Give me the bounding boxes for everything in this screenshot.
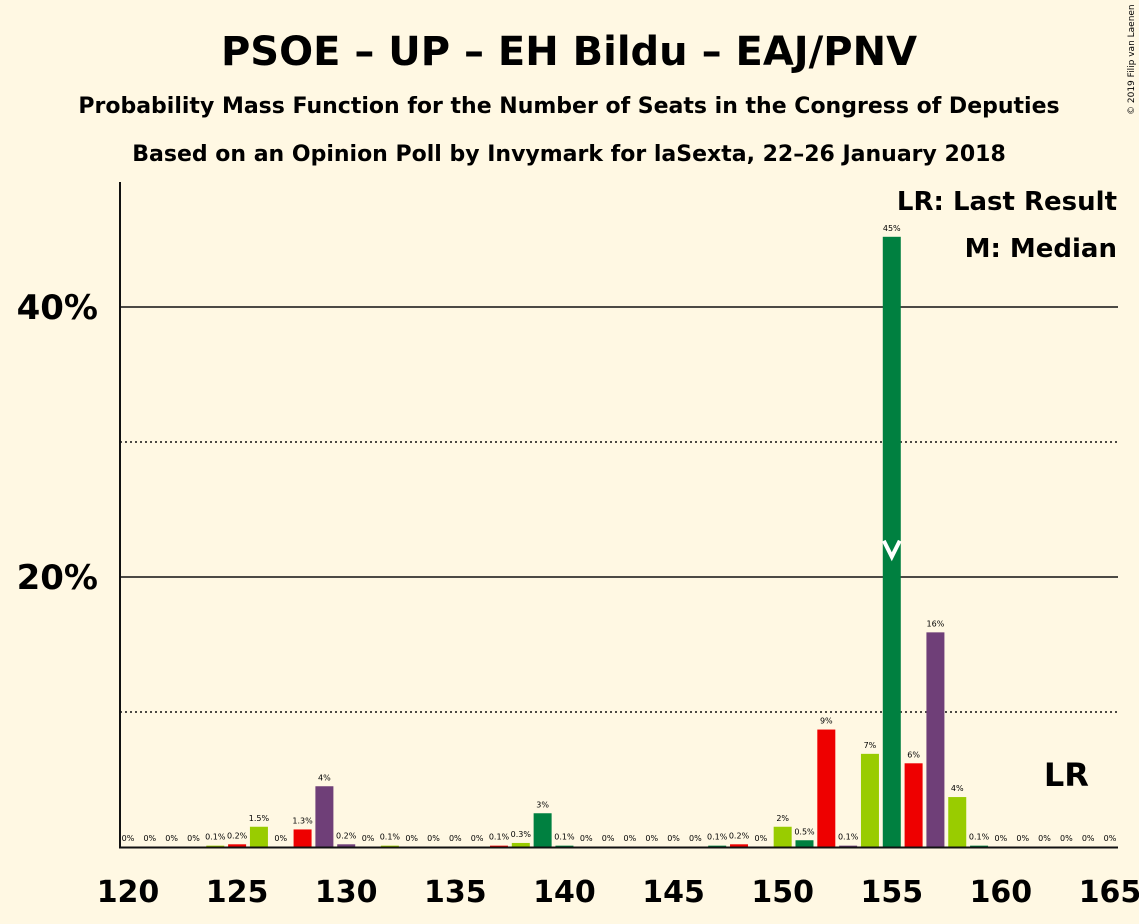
data-label-seat-161: 0% [1016,834,1029,843]
data-label-seat-136: 0% [471,834,484,843]
data-label-seat-145: 0% [667,834,680,843]
bar-seat-138 [511,842,530,847]
bar-seat-151 [795,840,814,847]
bar-seat-152 [817,729,836,847]
data-label-seat-133: 0% [405,834,418,843]
legend-median: M: Median [965,234,1117,264]
x-tick-label-130: 130 [315,875,378,910]
data-label-seat-121: 0% [143,834,156,843]
data-label-seat-155: 45% [883,224,901,233]
data-label-seat-124: 0.1% [205,833,226,842]
data-label-seat-139: 3% [536,800,549,809]
data-label-seat-122: 0% [165,834,178,843]
bar-seat-125 [228,844,247,847]
x-tick-label-155: 155 [860,875,923,910]
x-tick-label-140: 140 [533,875,596,910]
x-tick-label-165: 165 [1079,875,1139,910]
data-label-seat-140: 0.1% [554,833,575,842]
last-result-marker: LR [1044,756,1089,794]
x-tick-label-120: 120 [97,875,160,910]
data-label-seat-165: 0% [1104,834,1117,843]
copyright-note: © 2019 Filip van Laenen [1127,4,1137,115]
data-label-seat-130: 0.2% [336,831,357,840]
data-label-seat-144: 0% [645,834,658,843]
markers-group: LR [881,539,1089,794]
data-label-seat-151: 0.5% [794,827,815,836]
chart-subtitle-poll-source: Based on an Opinion Poll by Invymark for… [132,142,1006,167]
data-labels-group: 0% 0% 0% 0% 0.1% 0.2%1.5%0%1.3%4%0.2% 0% 0.1% 0%… [122,224,1117,843]
x-tick-label-125: 125 [206,875,269,910]
data-label-seat-148: 0.2% [729,831,750,840]
bar-seat-157 [926,632,945,847]
bar-seat-150 [773,826,792,847]
data-label-seat-134: 0% [427,834,440,843]
data-label-seat-127: 0% [274,834,287,843]
y-tick-label-20: 20% [17,558,98,598]
bar-seat-124 [206,845,225,847]
data-label-seat-138: 0.3% [511,830,532,839]
bars-group [206,236,989,848]
bar-seat-130 [337,844,356,847]
chart-title: PSOE – UP – EH Bildu – EAJ/PNV [221,29,917,75]
data-label-seat-157: 16% [927,619,945,628]
data-label-seat-149: 0% [754,834,767,843]
chart-subtitle: Probability Mass Function for the Number… [78,94,1059,119]
bar-seat-126 [249,826,268,847]
data-label-seat-147: 0.1% [707,833,728,842]
x-tick-label-145: 145 [642,875,705,910]
bar-seat-148 [730,844,749,847]
data-label-seat-152: 9% [820,717,833,726]
bar-seat-154 [860,753,879,847]
data-label-seat-137: 0.1% [489,833,510,842]
data-label-seat-123: 0% [187,834,200,843]
data-label-seat-120: 0% [122,834,135,843]
bar-seat-128 [293,829,312,847]
data-label-seat-154: 7% [864,741,877,750]
data-label-seat-158: 4% [951,784,964,793]
x-tick-label-160: 160 [970,875,1033,910]
data-label-seat-135: 0% [449,834,462,843]
bar-seat-139 [533,813,552,847]
x-tick-label-150: 150 [751,875,814,910]
bar-seat-159 [970,845,989,847]
data-label-seat-160: 0% [995,834,1008,843]
data-label-seat-126: 1.5% [249,814,270,823]
bar-seat-153 [839,845,858,847]
bar-seat-140 [555,845,574,847]
data-label-seat-153: 0.1% [838,833,859,842]
data-label-seat-128: 1.3% [292,816,313,825]
data-label-seat-163: 0% [1060,834,1073,843]
data-label-seat-156: 6% [907,750,920,759]
data-label-seat-129: 4% [318,773,331,782]
data-label-seat-132: 0.1% [380,833,401,842]
median-marker [881,539,902,562]
data-label-seat-125: 0.2% [227,831,248,840]
data-label-seat-131: 0% [362,834,375,843]
data-label-seat-162: 0% [1038,834,1051,843]
data-label-seat-141: 0% [580,834,593,843]
bar-seat-137 [489,845,508,847]
bar-seat-132 [380,845,399,847]
axes-group: 20% 40% 120 125 130 135 140 145 150 155 160 165 [17,182,1139,910]
bar-seat-158 [948,797,967,847]
grid-lines [120,306,1118,713]
legend-last-result: LR: Last Result [897,187,1117,217]
bar-seat-129 [315,786,334,847]
data-label-seat-159: 0.1% [969,833,990,842]
bar-seat-147 [708,845,727,847]
data-label-seat-164: 0% [1082,834,1095,843]
x-tick-label-135: 135 [424,875,487,910]
data-label-seat-142: 0% [602,834,615,843]
data-label-seat-146: 0% [689,834,702,843]
y-tick-label-40: 40% [17,288,98,328]
data-label-seat-143: 0% [624,834,637,843]
bar-seat-155 [882,236,901,848]
bar-seat-156 [904,763,923,847]
data-label-seat-150: 2% [776,814,789,823]
